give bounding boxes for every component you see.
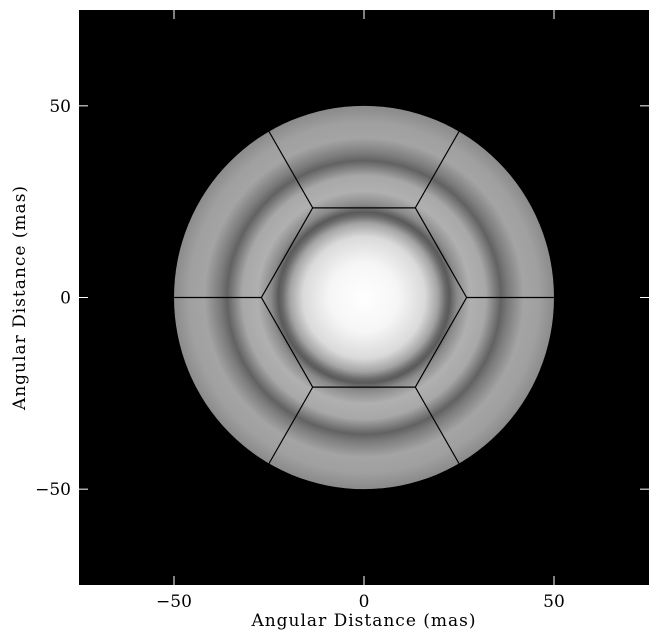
hexagon-spoke [268,386,314,464]
x-axis-title: Angular Distance (mas) [250,611,476,630]
x-tick-label: 50 [543,592,565,612]
hexagon-spoke [414,386,460,464]
y-tick-label: 0 [60,289,71,309]
plot-area [79,10,649,585]
y-axis-title: Angular Distance (mas) [10,185,30,411]
hexagon-spoke [414,131,460,209]
x-tick-label: −50 [156,592,192,612]
hexagon-spoke [268,131,314,209]
intensity-disk [174,105,554,490]
axes [79,10,649,585]
y-tick-label: −50 [35,480,71,500]
x-tick-label: 0 [359,592,370,612]
axis-labels: −50 0 50 −50 0 50 Angular Distance (mas) Angula… [10,97,565,631]
y-tick-label: 50 [49,97,71,117]
hexagon-overlay [174,131,554,464]
